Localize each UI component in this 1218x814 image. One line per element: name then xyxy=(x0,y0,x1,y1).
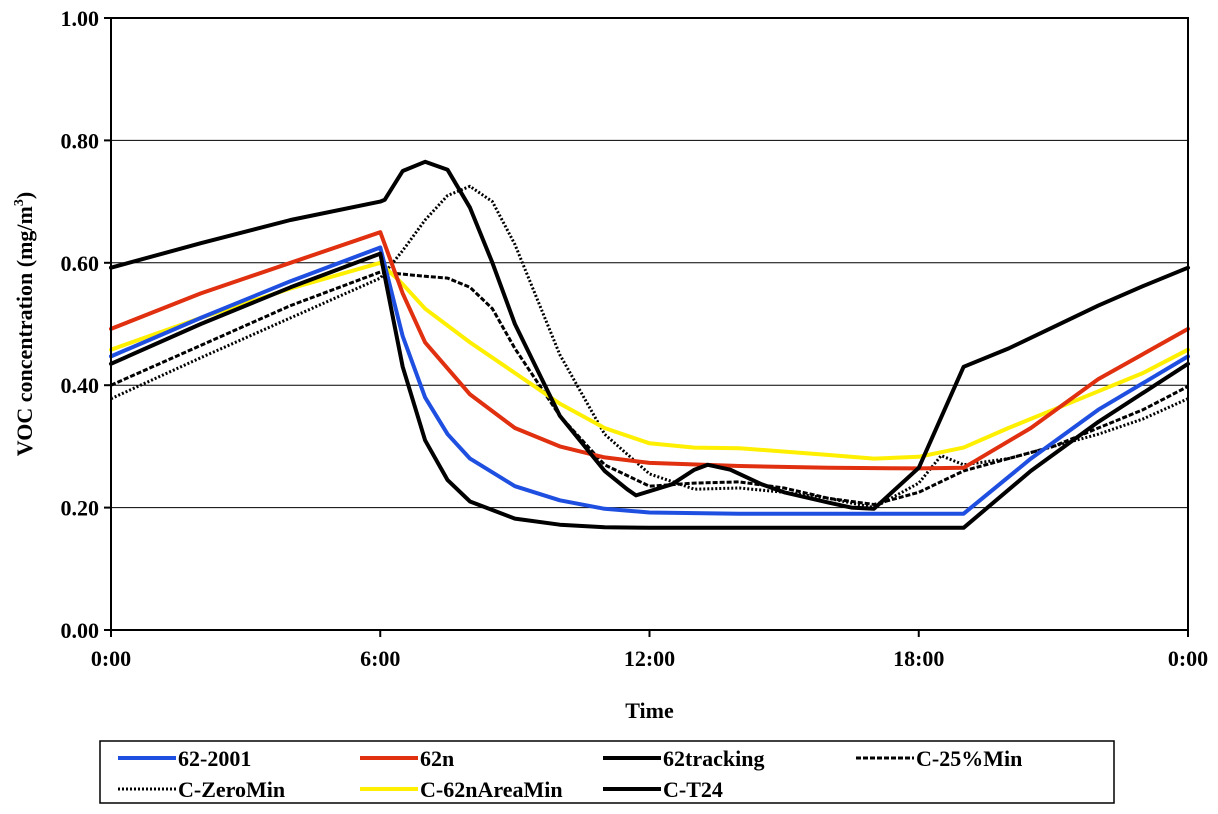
legend-label: C-T24 xyxy=(663,777,723,802)
legend-label: 62tracking xyxy=(663,746,764,771)
legend-label: C-62nAreaMin xyxy=(420,777,563,802)
y-tick-label: 1.00 xyxy=(61,6,100,31)
y-tick-label: 0.80 xyxy=(61,128,100,153)
legend-box xyxy=(99,740,1115,804)
y-tick-label: 0.40 xyxy=(61,373,100,398)
y-tick-label: 0.60 xyxy=(61,251,100,276)
series-line-62-2001 xyxy=(109,245,1190,516)
series-line-c-t24 xyxy=(109,159,1190,511)
x-tick-label: 0:00 xyxy=(91,646,131,671)
x-axis-title: Time xyxy=(625,698,674,723)
y-tick-label: 0.20 xyxy=(61,496,100,521)
legend: 62-2001 62n 62tracking C-25%Min C-ZeroMin C-6… xyxy=(99,740,1115,804)
y-tick-label: 0.00 xyxy=(61,618,100,643)
y-tick-labels: 0.00 0.20 0.40 0.60 0.80 1.00 xyxy=(61,6,100,643)
tick-marks xyxy=(104,17,1189,637)
x-tick-label: 18:00 xyxy=(893,646,944,671)
x-tick-label: 6:00 xyxy=(360,646,400,671)
series-group xyxy=(109,159,1190,530)
series-line-c-zeromin xyxy=(110,184,1189,510)
legend-label: C-25%Min xyxy=(916,746,1022,771)
legend-label: C-ZeroMin xyxy=(178,777,285,802)
x-tick-label: 0:00 xyxy=(1168,646,1208,671)
y-axis-title: VOC concentration (mg/m3) xyxy=(12,192,37,456)
series-line-c-62nareamin xyxy=(109,260,1190,461)
legend-label: 62-2001 xyxy=(178,746,251,771)
series-line-62tracking xyxy=(109,251,1190,530)
plot-frame xyxy=(110,17,1189,631)
series-line-c-25-min xyxy=(110,270,1189,506)
x-tick-label: 12:00 xyxy=(624,646,675,671)
series-line-62n xyxy=(109,230,1190,471)
legend-label: 62n xyxy=(420,746,454,771)
x-tick-labels: 0:00 6:00 12:00 18:00 0:00 xyxy=(91,646,1208,671)
